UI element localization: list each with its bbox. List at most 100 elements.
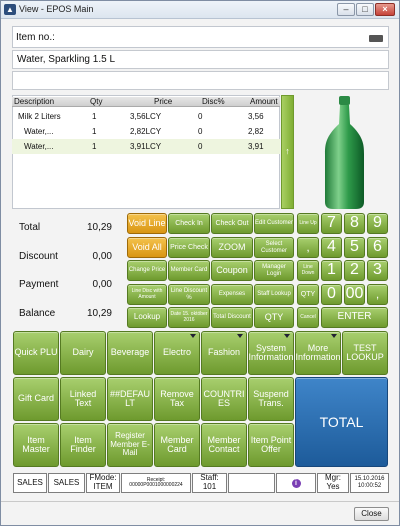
fashion-button[interactable]: Fashion bbox=[201, 331, 247, 375]
numpad-7[interactable]: 7 bbox=[321, 213, 342, 234]
total-value: 10,29 bbox=[86, 222, 112, 233]
countries-button[interactable]: COUNTRIES bbox=[201, 377, 247, 421]
remove-tax-button[interactable]: Remove Tax bbox=[154, 377, 200, 421]
line-discount-percent-button[interactable]: Line Discount % bbox=[168, 284, 210, 305]
zoom-button[interactable]: ZOOM bbox=[211, 237, 253, 258]
table-row[interactable]: Milk 2 Liters 1 3,56LCY 0 3,56 bbox=[12, 109, 280, 124]
total-button[interactable]: TOTAL bbox=[295, 377, 388, 467]
price-check-button[interactable]: Price Check bbox=[168, 237, 210, 258]
col-qty: Qty bbox=[90, 97, 103, 106]
expenses-button[interactable]: Expenses bbox=[211, 284, 253, 305]
gift-card-button[interactable]: Gift Card bbox=[13, 377, 59, 421]
member-contact-button[interactable]: Member Contact bbox=[201, 423, 247, 467]
item-no-input[interactable] bbox=[131, 28, 387, 46]
void-line-button[interactable]: Void Line bbox=[127, 213, 167, 234]
footer-divider bbox=[1, 501, 399, 502]
member-card-func-button[interactable]: Member Card bbox=[168, 260, 210, 281]
manager-login-button[interactable]: Manager Login bbox=[254, 260, 294, 281]
row-disc: 0 bbox=[198, 127, 203, 136]
keyboard-icon[interactable] bbox=[369, 35, 383, 42]
line-disc-amount-button[interactable]: Line Disc with Amount bbox=[127, 284, 167, 305]
numpad-comma[interactable]: , bbox=[297, 237, 319, 258]
info-icon[interactable]: i bbox=[291, 478, 301, 488]
submenu-indicator-icon bbox=[331, 334, 337, 338]
submenu-indicator-icon bbox=[284, 334, 290, 338]
close-window-button[interactable]: × bbox=[375, 3, 395, 16]
status-bar: SALES SALES FMode: ITEM Receipt: 00000P0… bbox=[13, 473, 389, 493]
date-button[interactable]: Date 15. október 2016 bbox=[168, 307, 210, 328]
numpad-2[interactable]: 2 bbox=[344, 260, 365, 281]
lookup-button[interactable]: Lookup bbox=[127, 307, 167, 328]
mgr-value: Yes bbox=[326, 482, 340, 491]
message-field bbox=[12, 71, 389, 90]
window-title: View - EPOS Main bbox=[19, 4, 94, 14]
receipt-label: Receipt: bbox=[146, 476, 166, 483]
item-no-panel: Item no.: bbox=[12, 26, 389, 48]
line-down-button[interactable]: Line Down bbox=[297, 260, 319, 281]
numpad-5[interactable]: 5 bbox=[344, 237, 365, 258]
row-amount: 3,56 bbox=[248, 112, 264, 121]
numpad-1[interactable]: 1 bbox=[321, 260, 342, 281]
test-lookup-button[interactable]: TEST LOOKUP bbox=[342, 331, 388, 375]
linked-text-button[interactable]: Linked Text bbox=[60, 377, 106, 421]
electro-button[interactable]: Electro bbox=[154, 331, 200, 375]
numpad-00[interactable]: 00 bbox=[344, 284, 365, 305]
grid-scrollbar[interactable]: ↑ bbox=[281, 95, 294, 209]
status-info[interactable]: i bbox=[276, 473, 316, 493]
numpad-comma-2[interactable]: , bbox=[367, 284, 388, 305]
default-button[interactable]: ##DEFAULT bbox=[107, 377, 153, 421]
item-master-button[interactable]: Item Master bbox=[13, 423, 59, 467]
staff-lookup-button[interactable]: Staff Lookup bbox=[254, 284, 294, 305]
table-row-selected[interactable]: Water,... 1 3,91LCY 0 3,91 bbox=[12, 139, 280, 154]
numpad-6[interactable]: 6 bbox=[367, 237, 388, 258]
dairy-button[interactable]: Dairy bbox=[60, 331, 106, 375]
check-in-button[interactable]: Check In bbox=[168, 213, 210, 234]
member-card-button[interactable]: Member Card bbox=[154, 423, 200, 467]
scroll-up-arrow-icon[interactable]: ↑ bbox=[285, 146, 290, 156]
coupon-button[interactable]: Coupon bbox=[211, 260, 253, 281]
numpad-8[interactable]: 8 bbox=[344, 213, 365, 234]
fashion-label: Fashion bbox=[207, 347, 241, 358]
row-qty: 1 bbox=[92, 142, 97, 151]
col-disc: Disc% bbox=[202, 97, 225, 106]
submenu-indicator-icon bbox=[237, 334, 243, 338]
quick-plu-button[interactable]: Quick PLU bbox=[13, 331, 59, 375]
numpad-0[interactable]: 0 bbox=[321, 284, 342, 305]
suspend-trans-button[interactable]: Suspend Trans. bbox=[248, 377, 294, 421]
numpad-4[interactable]: 4 bbox=[321, 237, 342, 258]
close-button[interactable]: Close bbox=[354, 507, 389, 521]
qty-button[interactable]: QTY bbox=[254, 307, 294, 328]
receipt-value: 00000P0001000000224 bbox=[129, 482, 183, 488]
line-up-button[interactable]: Line Up bbox=[297, 213, 319, 234]
qty-small-button[interactable]: QTY bbox=[297, 284, 319, 305]
balance-value: 10,29 bbox=[86, 308, 112, 319]
status-fmode: FMode: ITEM bbox=[86, 473, 120, 493]
discount-value: 0,00 bbox=[92, 251, 112, 262]
item-point-offer-button[interactable]: Item Point Offer bbox=[248, 423, 294, 467]
change-price-button[interactable]: Change Price bbox=[127, 260, 167, 281]
item-finder-button[interactable]: Item Finder bbox=[60, 423, 106, 467]
numpad-3[interactable]: 3 bbox=[367, 260, 388, 281]
cancel-button[interactable]: Cancel bbox=[297, 307, 319, 328]
system-information-button[interactable]: System Information bbox=[248, 331, 294, 375]
item-no-label: Item no.: bbox=[16, 32, 55, 43]
enter-button[interactable]: ENTER bbox=[321, 307, 388, 328]
select-customer-button[interactable]: Select Customer bbox=[254, 237, 294, 258]
maximize-button[interactable]: □ bbox=[356, 3, 374, 16]
check-out-button[interactable]: Check Out bbox=[211, 213, 253, 234]
status-staff: Staff: 101 bbox=[192, 473, 227, 493]
void-all-button[interactable]: Void All bbox=[127, 237, 167, 258]
beverage-button[interactable]: Beverage bbox=[107, 331, 153, 375]
numpad-9[interactable]: 9 bbox=[367, 213, 388, 234]
electro-label: Electro bbox=[162, 347, 191, 358]
row-description: Water,... bbox=[24, 127, 54, 136]
total-discount-button[interactable]: Total Discount bbox=[211, 307, 253, 328]
table-row[interactable]: Water,... 1 2,82LCY 0 2,82 bbox=[12, 124, 280, 139]
minimize-button[interactable]: – bbox=[337, 3, 355, 16]
more-information-button[interactable]: More Information bbox=[295, 331, 341, 375]
register-member-email-button[interactable]: Register Member E-Mail bbox=[107, 423, 153, 467]
staff-value: 101 bbox=[202, 482, 217, 491]
edit-customer-button[interactable]: Edit Customer bbox=[254, 213, 294, 234]
description-field: Water, Sparkling 1.5 L bbox=[12, 50, 389, 69]
status-datetime: 15.10.2016 10:00:52 bbox=[350, 473, 389, 493]
